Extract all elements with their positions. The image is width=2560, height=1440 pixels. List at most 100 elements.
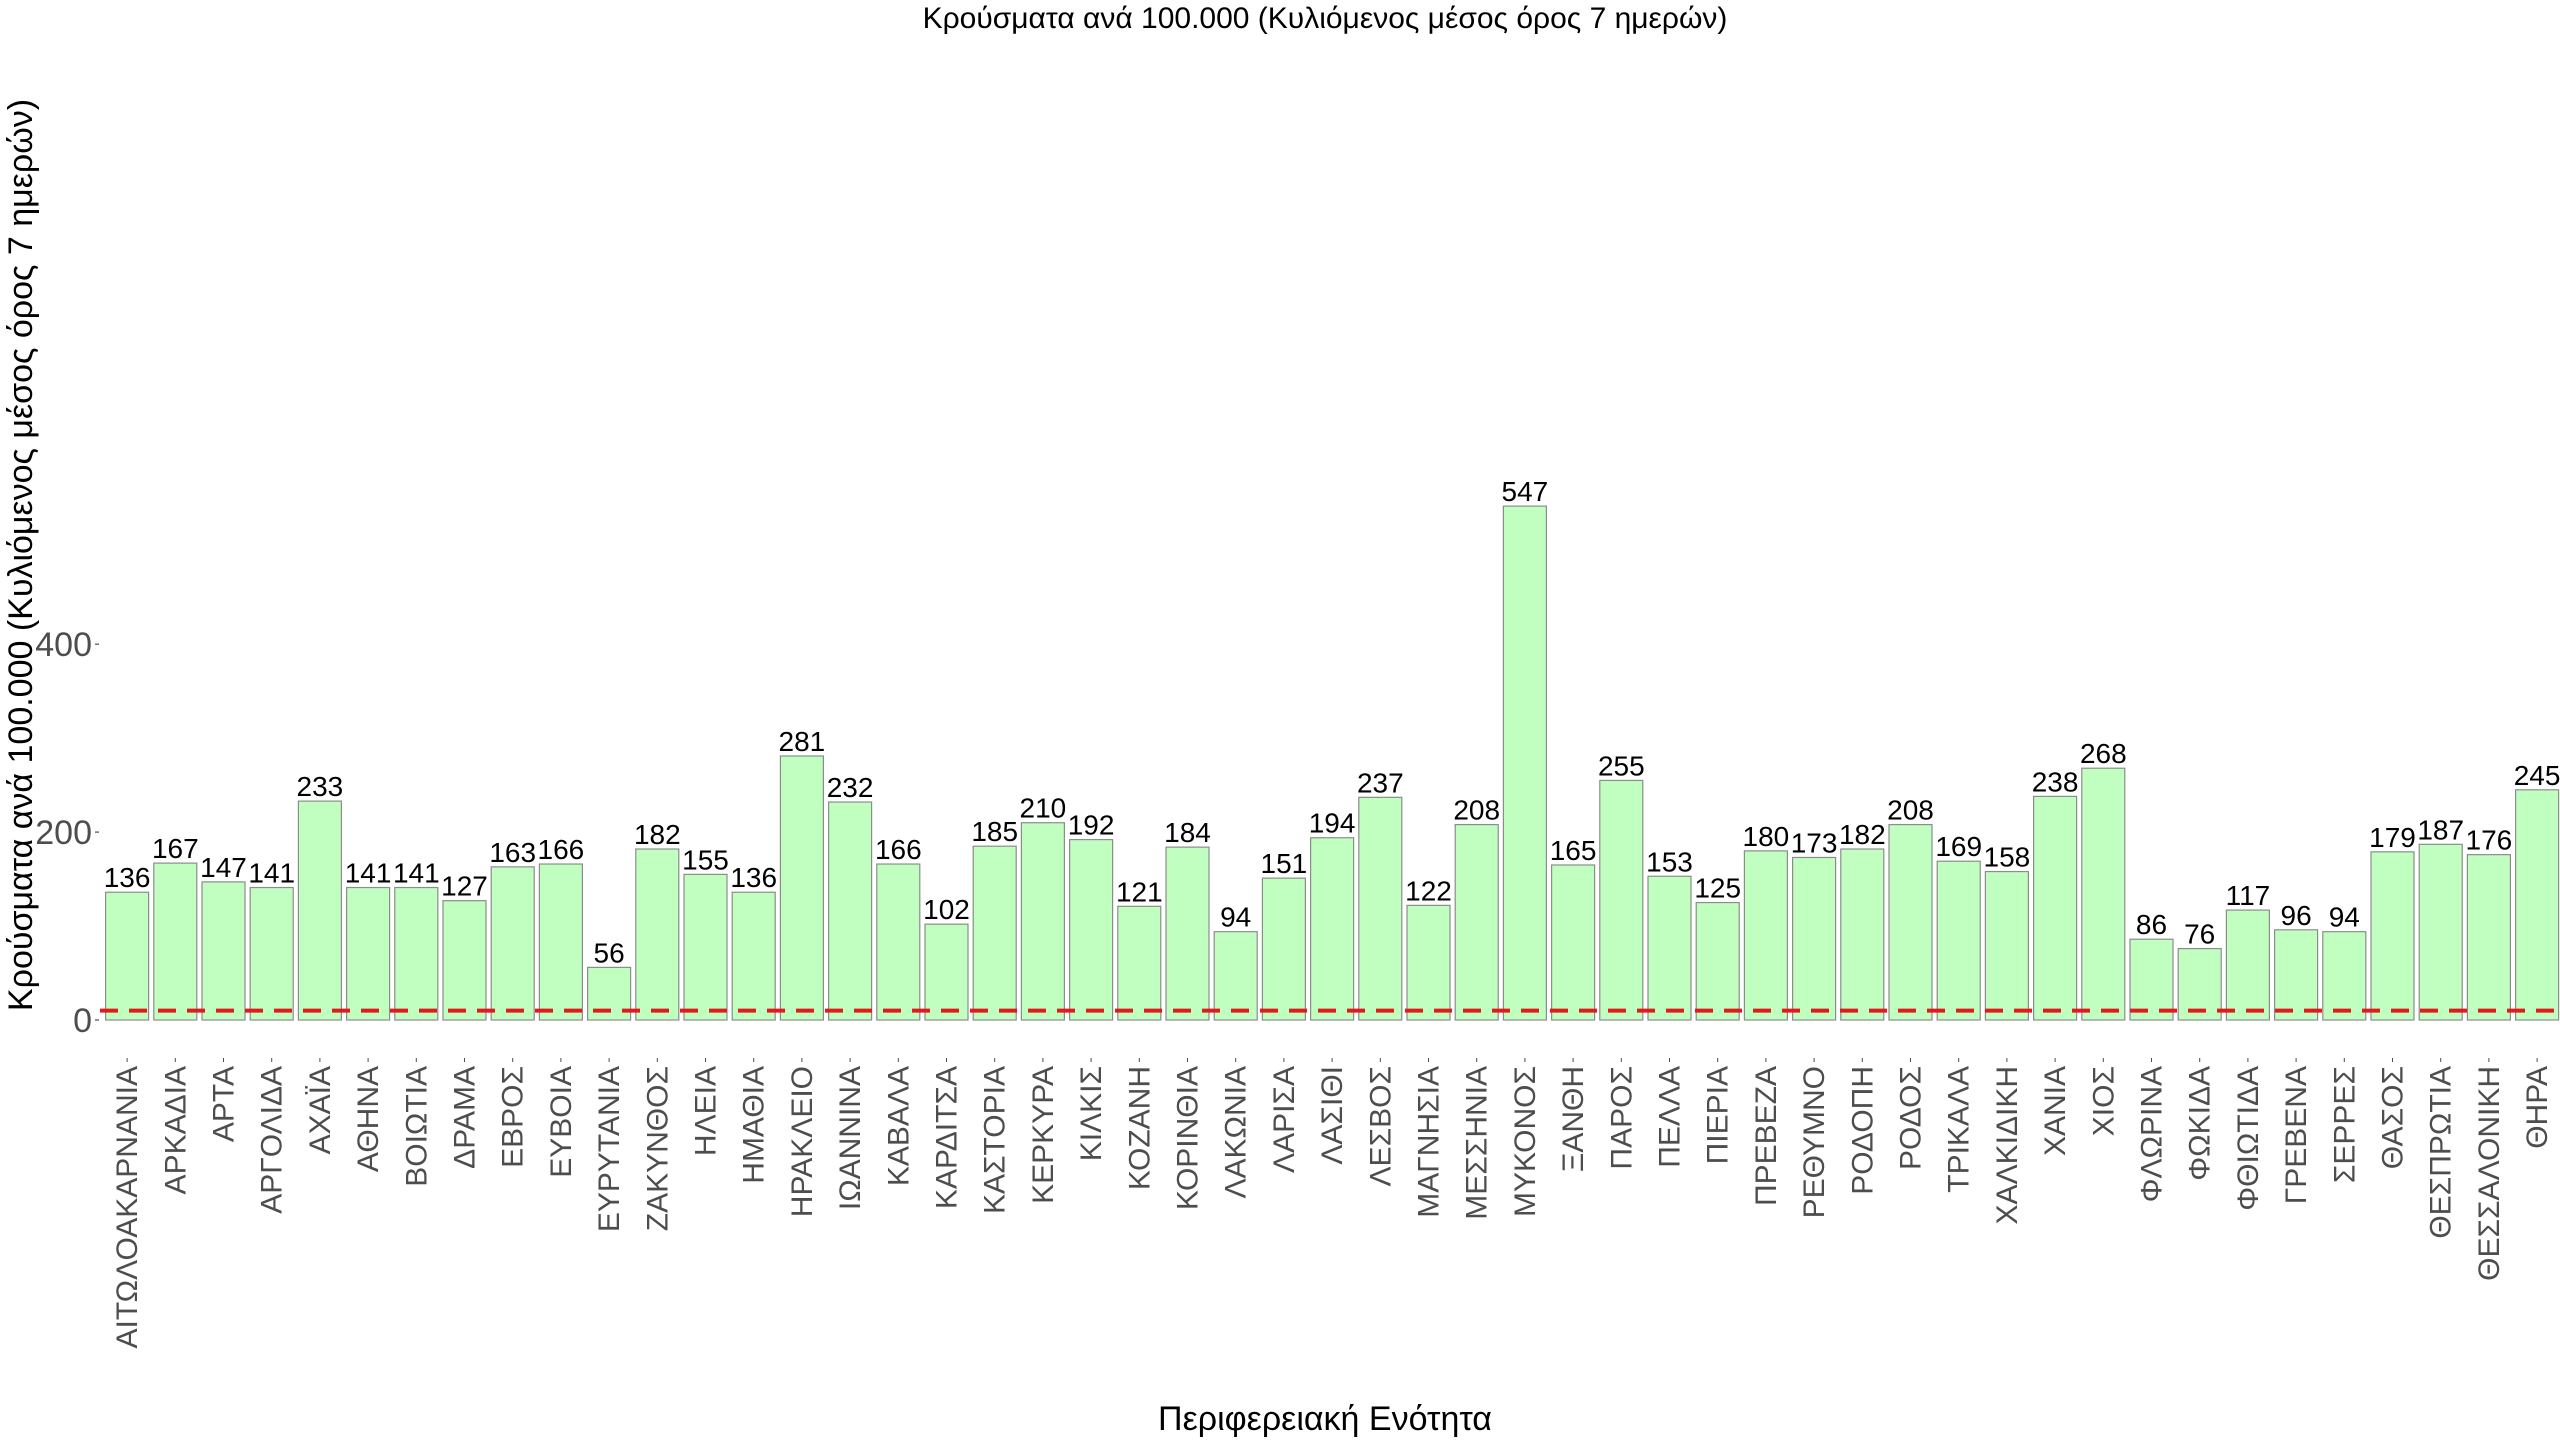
bar [1358,796,1403,1021]
x-tick-label: ΙΩΑΝΝΙΝΑ [834,1066,867,1210]
x-axis-title: Περιφερειακή Ενότητα [1158,1400,1492,1438]
bar [1213,931,1258,1021]
bar-value-label: 94 [1220,902,1251,933]
x-tick-label: ΕΥΒΟΙΑ [545,1066,578,1178]
bar [1020,822,1066,1021]
bar [1068,839,1114,1021]
bar [297,800,342,1021]
x-tick-label: ΗΛΕΙΑ [690,1066,723,1156]
x-tick-label: ΘΕΣΣΑΛΟΝΙΚΗ [2473,1066,2506,1281]
bar-value-label: 153 [1646,846,1693,877]
x-tick-label: ΧΑΛΚΙΔΙΚΗ [1991,1066,2024,1224]
bar-value-label: 233 [297,771,344,802]
bar-value-label: 173 [1791,827,1838,858]
bar [1502,505,1548,1021]
y-tick-label: 400 [35,626,92,664]
bar-value-label: 169 [1935,831,1982,862]
bar [249,886,294,1021]
bar-value-label: 210 [1020,793,1067,824]
bar [153,862,198,1021]
x-tick-label: ΛΑΡΙΣΑ [1268,1066,1301,1173]
bar-value-label: 147 [200,852,247,883]
x-tick-label: ΛΕΣΒΟΣ [1364,1066,1397,1186]
x-tick-label: ΚΑΡΔΙΤΣΑ [931,1066,964,1209]
bar [683,873,728,1021]
bar [2274,929,2319,1021]
bar-value-label: 163 [489,837,536,868]
y-tick-label: 0 [73,1002,92,1040]
bar-value-label: 179 [2369,822,2416,853]
bar-value-label: 141 [248,858,295,889]
bar-value-label: 136 [104,862,151,893]
x-tick-label: ΓΡΕΒΕΝΑ [2280,1066,2313,1204]
x-tick-label: ΖΑΚΥΝΘΟΣ [641,1066,674,1231]
bar [2225,909,2270,1021]
bar [394,886,439,1021]
bar [104,891,150,1021]
bar [1936,860,1981,1021]
bar [1406,904,1451,1021]
bar-value-label: 86 [2136,909,2167,940]
bar [635,848,680,1021]
bar-value-label: 117 [2226,880,2271,911]
bar-value-label: 281 [779,726,826,757]
bar [1550,864,1596,1021]
x-tick-label: ΘΗΡΑ [2521,1066,2554,1149]
x-tick-label: ΑΡΤΑ [208,1066,241,1142]
bar-value-label: 185 [971,816,1018,847]
bar-value-label: 155 [682,844,729,875]
bar-value-label: 238 [2032,766,2079,797]
bar-value-label: 121 [1116,876,1163,907]
x-tick-label: ΠΕΛΛΑ [1654,1066,1687,1168]
bar [1599,779,1644,1021]
bar-value-label: 245 [2514,760,2560,791]
x-tick-label: ΡΟΔΟΣ [1895,1066,1928,1170]
bar [1261,877,1307,1021]
x-tick-label: ΦΛΩΡΙΝΑ [2136,1066,2169,1202]
x-tick-label: ΜΥΚΟΝΟΣ [1509,1066,1542,1217]
bar [827,801,873,1021]
bar [2322,931,2367,1021]
x-tick-label: ΠΑΡΟΣ [1605,1066,1638,1170]
bar-value-label: 255 [1598,750,1645,781]
bar [2032,795,2078,1021]
bar-value-label: 232 [827,772,874,803]
bar-value-label: 165 [1550,835,1597,866]
x-tick-label: ΘΑΣΟΣ [2377,1066,2410,1169]
x-tick-label: ΔΡΑΜΑ [449,1066,482,1169]
x-tick-label: ΑΡΚΑΔΙΑ [159,1066,192,1194]
bar [2466,854,2511,1021]
x-tick-label: ΕΒΡΟΣ [497,1066,530,1168]
bar [1888,823,1933,1021]
bar [2370,851,2415,1021]
bar [1791,856,1837,1021]
y-axis-ticks: 0 200 400 [35,626,99,1040]
x-tick-label: ΗΜΑΘΙΑ [738,1066,771,1184]
chart-title: Κρούσματα ανά 100.000 (Κυλιόμενος μέσος … [923,2,1728,35]
bar [731,891,776,1021]
bar [2515,789,2560,1021]
bar [876,863,921,1021]
bar-value-label: 125 [1694,873,1741,904]
bar [1117,905,1162,1021]
bar [779,755,825,1021]
x-tick-label: ΜΑΓΝΗΣΙΑ [1413,1066,1446,1218]
bar-value-label: 167 [152,833,199,864]
bar-value-label: 182 [634,819,681,850]
x-tick-label: ΣΕΡΡΕΣ [2328,1066,2361,1183]
bar-value-label: 158 [1984,842,2031,873]
bar-value-label: 194 [1309,808,1356,839]
bars [104,505,2560,1021]
bar [2129,938,2174,1021]
bar-value-label: 268 [2080,738,2127,769]
x-tick-label: ΧΑΝΙΑ [2039,1066,2072,1156]
bar-value-label: 102 [923,894,970,925]
bar-value-label: 141 [345,858,392,889]
bar-value-label: 56 [594,937,625,968]
x-tick-label: ΛΑΣΙΘΙ [1316,1066,1349,1165]
x-tick-label: ΒΟΙΩΤΙΑ [400,1066,433,1187]
bar-value-label: 166 [538,834,585,865]
bar [1840,848,1885,1021]
bar-value-label: 182 [1839,819,1886,850]
